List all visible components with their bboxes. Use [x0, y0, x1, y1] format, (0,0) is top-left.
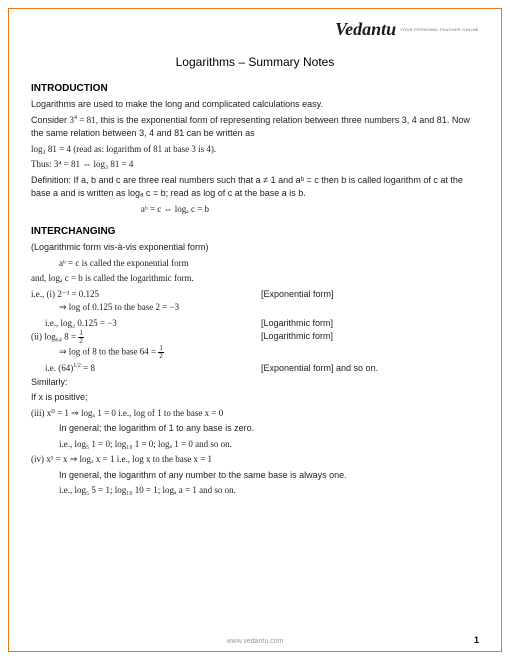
- inter-row4: (ii) log₆₄ 8 = 12 [Logarithmic form]: [31, 330, 479, 345]
- intro-p2: Consider 34 = 81, this is the exponentia…: [31, 114, 479, 141]
- inter-r11: In general, the logarithm of any number …: [31, 469, 479, 483]
- document-page: Vedantu YOUR PERSONAL TEACHER ONLINE Log…: [8, 8, 502, 652]
- inter-row1: i.e., (i) 2⁻³ = 0.125 [Exponential form]: [31, 288, 479, 302]
- intro-body: Logarithms are used to make the long and…: [31, 98, 479, 216]
- intro-p1: Logarithms are used to make the long and…: [31, 98, 479, 112]
- logo-text: Vedantu: [335, 19, 396, 40]
- inter-r10: (iv) x¹ = x ⇒ logₓ x = 1 i.e., log x to …: [31, 453, 479, 467]
- page-number: 1: [474, 635, 479, 645]
- inter-pos: If x is positive;: [31, 391, 479, 405]
- footer-url: www.vedantu.com: [9, 638, 501, 645]
- inter-r12: i.e., log₅ 5 = 1; log₁₀ 10 = 1; logₐ a =…: [31, 484, 479, 498]
- page-title: Logarithms – Summary Notes: [31, 55, 479, 69]
- brand-logo: Vedantu YOUR PERSONAL TEACHER ONLINE: [335, 19, 479, 40]
- inter-p1: (Logarithmic form vis-à-vis exponential …: [31, 241, 479, 255]
- inter-r5: ⇒ log of 8 to the base 64 = 12: [31, 345, 479, 360]
- section-heading-inter: INTERCHANGING: [31, 226, 479, 237]
- inter-row6: i.e. (64)1/2 = 8 [Exponential form] and …: [31, 362, 479, 376]
- inter-r2: ⇒ log of 0.125 to the base 2 = −3: [31, 301, 479, 315]
- intro-p3: log₃ 81 = 4 (read as: logarithm of 81 at…: [31, 143, 479, 157]
- intro-p4: Thus: 3⁴ = 81 ⇔ log₃ 81 = 4: [31, 158, 479, 172]
- inter-p3: and, logₐ c = b is called the logarithmi…: [31, 272, 479, 286]
- inter-body: (Logarithmic form vis-à-vis exponential …: [31, 241, 479, 498]
- inter-r9: i.e., log₅ 1 = 0; log₁₀ 1 = 0; logₐ 1 = …: [31, 438, 479, 452]
- intro-def: Definition: If a, b and c are three real…: [31, 174, 479, 201]
- inter-r7: (iii) x⁰ = 1 ⇒ logₓ 1 = 0 i.e., log of 1…: [31, 407, 479, 421]
- inter-r8: In general; the logarithm of 1 to any ba…: [31, 422, 479, 436]
- logo-tagline: YOUR PERSONAL TEACHER ONLINE: [400, 27, 479, 32]
- inter-p2: aᵇ = c is called the exponential form: [31, 257, 479, 271]
- intro-def-eq: aᵇ = c ⇔ logₐ c = b: [31, 203, 479, 217]
- inter-row3: i.e., log₂ 0.125 = −3 [Logarithmic form]: [31, 317, 479, 331]
- inter-sim: Similarly:: [31, 376, 479, 390]
- section-heading-intro: INTRODUCTION: [31, 83, 479, 94]
